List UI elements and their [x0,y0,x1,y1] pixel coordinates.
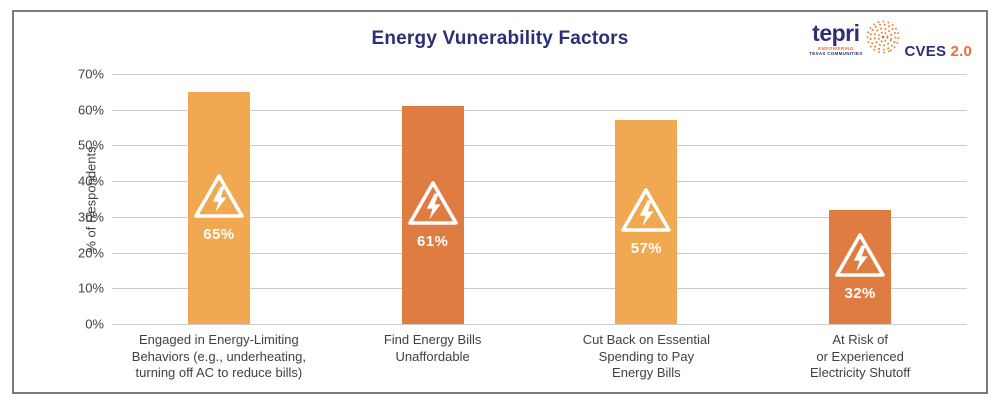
cves-label: CVES 2.0 [905,43,972,60]
bar-columns: 65% 61% 57% 32% [112,74,967,324]
chart-title: Energy Vunerability Factors [371,28,629,49]
bar-icon-group: 32% [829,232,891,302]
bar-icon-group: 57% [615,187,677,257]
y-tick-label: 30% [77,209,104,225]
y-tick-label: 10% [77,280,104,296]
warning-lightning-icon [407,181,458,225]
bar-value-label: 61% [417,233,449,251]
gridline [112,74,967,75]
bar-value-label: 32% [844,284,876,302]
bar: 65% [187,91,250,324]
bar: 61% [401,106,464,324]
chart-card: Energy Vunerability Factors tepri EMPOWE… [12,10,988,394]
gridline [112,145,967,147]
tepri-tagline-line1: EMPOWERING [817,46,854,51]
tepri-spiral-icon [866,20,899,54]
tepri-logo: tepri EMPOWERING TEXAS COMMUNITIES CVES … [809,20,972,60]
gridline [112,324,967,325]
y-tick-label: 60% [77,102,104,118]
x-category-label: At Risk of or Experienced Electricity Sh… [810,332,911,381]
y-axis-ticks: 70% 60% 50% 40% 30% 20% 10% 0% [14,67,104,332]
gridline [112,109,967,111]
warning-lightning-icon [621,188,672,233]
gridline [112,216,967,218]
bar-icon-group: 65% [188,173,250,243]
bar-value-label: 57% [630,240,662,258]
cves-product-text: CVES [904,43,947,60]
tepri-brand-text: tepri [812,20,860,47]
y-tick-label: 0% [85,316,104,332]
bar: 32% [829,209,892,324]
gridline [112,252,967,254]
x-axis-labels: Engaged in Energy-Limiting Behaviors (e.… [112,332,967,382]
bar-column: 61% [326,74,540,324]
gridline [112,288,967,290]
bar-icon-group: 61% [402,180,464,250]
bar: 57% [615,120,678,324]
bar-column: 57% [540,74,754,324]
x-category-label: Engaged in Energy-Limiting Behaviors (e.… [131,332,306,381]
x-category-label: Find Energy Bills Unaffordable [383,332,482,364]
gridline [112,181,967,183]
x-category-label: Cut Back on Essential Spending to Pay En… [582,332,710,381]
cves-version-text: 2.0 [950,43,972,60]
y-tick-label: 70% [77,66,104,82]
tepri-wordmark: tepri EMPOWERING TEXAS COMMUNITIES [809,20,863,56]
bar-value-label: 65% [203,225,235,243]
y-tick-label: 20% [77,245,104,261]
bar-column: 65% [112,74,326,324]
plot-area: 65% 61% 57% 32% [112,74,967,325]
y-tick-label: 50% [77,137,104,153]
bar-column: 32% [753,74,967,324]
warning-lightning-icon [194,174,244,218]
y-tick-label: 40% [77,173,104,189]
tepri-tagline-line2: TEXAS COMMUNITIES [809,51,863,56]
warning-lightning-icon [835,233,885,277]
